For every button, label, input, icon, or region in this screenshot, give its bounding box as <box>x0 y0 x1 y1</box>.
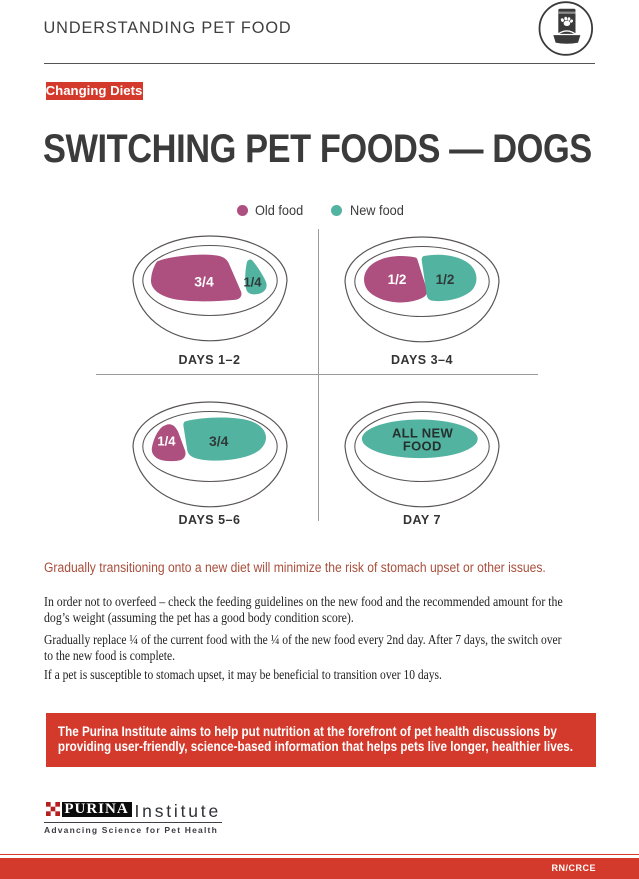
svg-text:1/2: 1/2 <box>436 271 455 286</box>
svg-text:1/2: 1/2 <box>388 271 407 286</box>
svg-text:ALL NEW: ALL NEW <box>392 425 454 440</box>
svg-text:1/4: 1/4 <box>243 274 262 289</box>
svg-text:FOOD: FOOD <box>403 438 442 453</box>
svg-text:3/4: 3/4 <box>194 273 214 289</box>
svg-text:3/4: 3/4 <box>208 433 228 449</box>
svg-text:1/4: 1/4 <box>157 433 176 448</box>
